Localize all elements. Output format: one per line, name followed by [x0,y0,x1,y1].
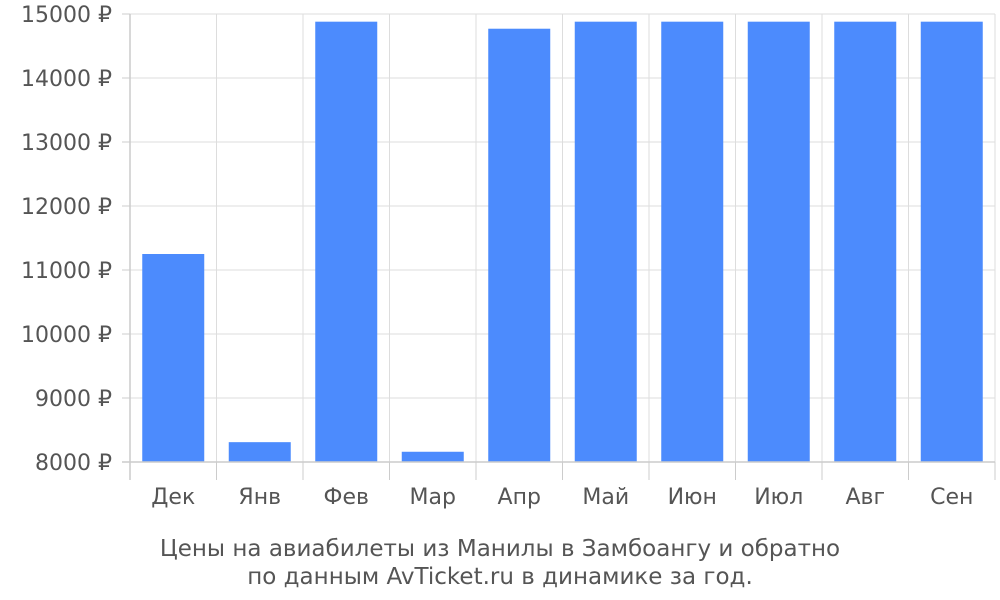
y-tick-labels: 8000 ₽ 9000 ₽ 10000 ₽ 11000 ₽ 12000 ₽ 13000 ₽… [21,3,112,476]
chart-caption-line-2: по данным AvTicket.ru в динамике за год. [247,564,753,590]
bar-5 [488,28,551,462]
chart-caption-line-1: Цены на авиабилеты из Манилы в Замбоангу… [160,536,840,562]
y-tick-label: 10000 ₽ [21,323,112,348]
x-tick-label: Янв [238,485,281,510]
bar-3 [315,21,378,463]
y-tick-label: 14000 ₽ [21,67,112,92]
x-tick-label: Май [582,485,629,510]
y-tick-label: 13000 ₽ [21,131,112,156]
bar-9 [834,21,897,463]
bar-2 [228,442,291,462]
bars [142,21,983,463]
x-tick-label: Июн [668,485,717,510]
x-tick-labels: Дек Янв Фев Мар Апр Май Июн Июл Авг Сен [151,485,973,510]
bar-4 [401,451,464,462]
grid-lines [130,13,996,463]
axes [122,13,996,480]
bar-6 [574,21,637,463]
y-tick-label: 11000 ₽ [21,259,112,284]
x-tick-label: Мар [410,485,456,510]
y-tick-label: 15000 ₽ [21,3,112,28]
x-tick-label: Авг [845,485,885,510]
y-tick-label: 9000 ₽ [35,387,112,412]
x-tick-label: Дек [151,485,195,510]
bar-8 [747,21,810,463]
bar-10 [920,21,983,463]
x-tick-label: Июл [754,485,803,510]
bar-7 [661,21,724,463]
y-tick-label: 8000 ₽ [35,451,112,476]
x-tick-label: Фев [324,485,369,510]
x-tick-label: Сен [930,485,973,510]
x-tick-label: Апр [498,485,541,510]
y-tick-label: 12000 ₽ [21,195,112,220]
bar-1 [142,254,205,462]
